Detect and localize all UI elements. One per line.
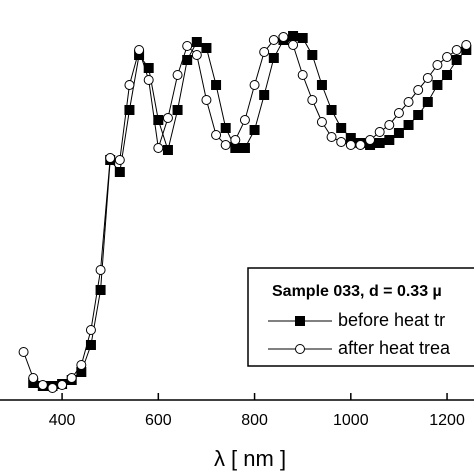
marker: [249, 125, 260, 135]
marker: [442, 52, 453, 62]
marker: [143, 75, 154, 85]
marker: [336, 123, 347, 133]
marker: [413, 110, 424, 120]
marker: [297, 33, 308, 43]
x-tick-label: 800: [241, 412, 268, 429]
marker: [114, 155, 125, 165]
marker: [85, 325, 96, 335]
marker: [37, 380, 48, 390]
marker: [307, 95, 318, 105]
marker: [124, 80, 135, 90]
plot-area: [18, 31, 472, 393]
marker: [172, 105, 183, 115]
marker: [153, 143, 164, 153]
marker: [47, 383, 58, 393]
marker: [143, 63, 154, 73]
marker: [355, 140, 366, 150]
marker: [316, 80, 327, 90]
x-tick-label: 1000: [333, 412, 369, 429]
marker: [422, 97, 433, 107]
marker: [259, 90, 270, 100]
marker: [191, 37, 202, 47]
marker: [105, 153, 116, 163]
marker: [259, 47, 270, 57]
marker: [211, 130, 222, 140]
marker: [384, 120, 395, 130]
marker: [336, 137, 347, 147]
marker: [201, 43, 212, 53]
marker: [268, 35, 279, 45]
marker: [432, 60, 443, 70]
marker: [278, 32, 289, 42]
legend-label: after heat trea: [338, 338, 451, 358]
marker: [345, 140, 356, 150]
marker: [288, 40, 299, 50]
marker: [220, 140, 231, 150]
marker: [422, 73, 433, 83]
marker: [393, 108, 404, 118]
marker: [365, 135, 376, 145]
marker: [239, 115, 250, 125]
x-tick-label: 1200: [429, 412, 465, 429]
marker: [384, 135, 395, 145]
marker: [461, 40, 472, 50]
legend-box: [247, 267, 474, 367]
marker: [249, 80, 260, 90]
marker: [57, 380, 68, 390]
x-tick-label: 400: [49, 412, 76, 429]
marker: [451, 45, 462, 55]
marker: [191, 50, 202, 60]
marker: [95, 265, 106, 275]
marker: [268, 53, 279, 63]
marker: [316, 117, 327, 127]
marker: [403, 120, 414, 130]
marker: [326, 105, 337, 115]
marker: [182, 41, 193, 51]
marker: [28, 373, 39, 383]
marker: [297, 70, 308, 80]
marker: [403, 97, 414, 107]
marker: [288, 31, 299, 41]
marker: [326, 132, 337, 142]
marker: [201, 95, 212, 105]
marker: [66, 373, 77, 383]
marker: [295, 316, 305, 326]
marker: [153, 115, 164, 125]
marker: [162, 113, 173, 123]
marker: [114, 167, 125, 177]
marker: [451, 55, 462, 65]
marker: [76, 360, 87, 370]
marker: [413, 85, 424, 95]
marker: [124, 105, 135, 115]
marker: [211, 80, 222, 90]
marker: [393, 128, 404, 138]
marker: [95, 285, 106, 295]
marker: [307, 50, 318, 60]
marker: [374, 127, 385, 137]
marker: [172, 70, 183, 80]
x-axis-label: λ [ nm ]: [214, 446, 286, 471]
marker: [162, 145, 173, 155]
marker: [295, 344, 305, 354]
legend-title: Sample 033, d = 0.33 µ: [272, 283, 442, 300]
marker: [230, 135, 241, 145]
marker: [134, 45, 145, 55]
marker: [239, 143, 250, 153]
marker: [18, 347, 29, 357]
legend-items: before heat tr after heat trea: [268, 310, 451, 358]
marker: [374, 138, 385, 148]
x-tick-label: 600: [145, 412, 172, 429]
legend-label: before heat tr: [338, 310, 445, 330]
marker: [220, 123, 231, 133]
marker: [442, 70, 453, 80]
marker: [432, 80, 443, 90]
legend: Sample 033, d = 0.33 µ before heat tr aft…: [247, 267, 474, 367]
